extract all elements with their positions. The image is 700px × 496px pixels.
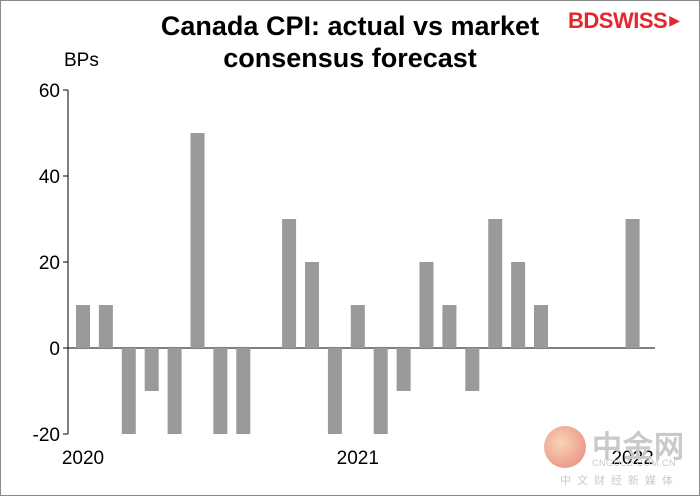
bar	[373, 348, 388, 434]
x-tick-label: 2022	[611, 448, 653, 469]
watermark-url: CNGOLD.COM.CN	[592, 458, 677, 468]
x-ticks: 2020 2021 2022	[62, 448, 654, 469]
bar	[76, 305, 90, 348]
y-tick-label: 40	[39, 167, 60, 188]
y-axis-unit: BPs	[64, 50, 99, 71]
bar	[419, 262, 434, 348]
bar	[213, 348, 228, 434]
y-tick-label: 0	[49, 339, 60, 360]
y-tick-label: -20	[33, 425, 60, 446]
brand-logo: BDSWISS ▶	[568, 8, 680, 34]
bar	[465, 348, 480, 391]
bar	[442, 305, 457, 348]
watermark-logo-icon	[544, 426, 586, 468]
bar	[144, 348, 159, 391]
y-tick-label: 60	[39, 81, 60, 102]
bar	[282, 219, 297, 348]
watermark-title: 中金网	[592, 431, 685, 464]
watermark: 中金网 CNGOLD.COM.CN 中文财经新媒体	[540, 422, 690, 492]
x-tick-label: 2021	[337, 448, 379, 469]
bar	[236, 348, 251, 434]
bar	[488, 219, 503, 348]
bar	[534, 305, 548, 348]
x-tick-label: 2020	[62, 448, 104, 469]
bar	[190, 133, 205, 348]
bar	[98, 305, 113, 348]
bar	[167, 348, 182, 434]
y-ticks: 60 40 20 0 -20	[33, 81, 68, 446]
bar	[305, 262, 319, 348]
y-tick-label: 20	[39, 253, 60, 274]
bar	[511, 262, 526, 348]
bar	[327, 348, 342, 434]
bar	[121, 348, 136, 434]
brand-name: BDSWISS	[568, 8, 668, 33]
bars	[76, 133, 640, 434]
bar	[625, 219, 640, 348]
bar	[396, 348, 411, 391]
brand-arrow-icon: ▶	[669, 12, 680, 28]
chart-title: Canada CPI: actual vs market consensus f…	[160, 11, 540, 73]
bar	[350, 305, 365, 348]
watermark-subtitle: 中文财经新媒体	[560, 475, 679, 487]
